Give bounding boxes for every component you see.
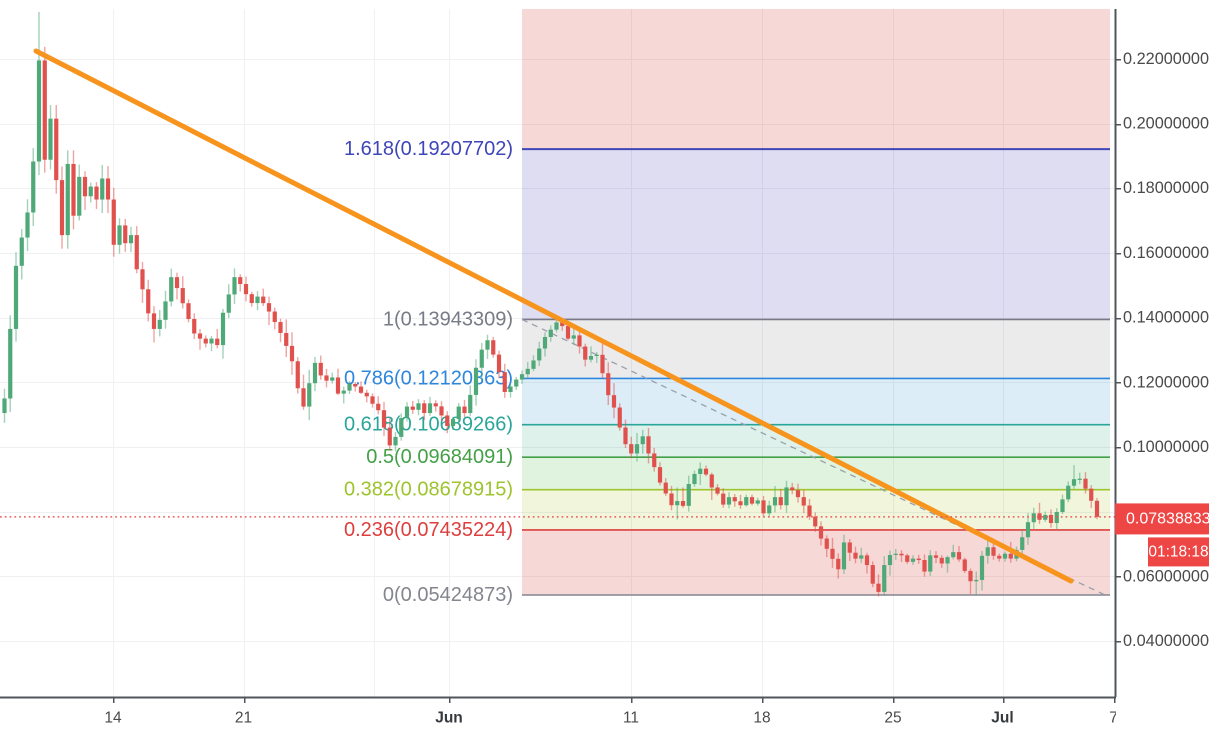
time-axis[interactable]: 14 21 Jun 11 18 25 Jul 7 — [0, 696, 1118, 727]
candles — [2, 11, 1100, 597]
price-axis[interactable]: 0.22000000 0.20000000 0.18000000 0.16000000… — [1114, 9, 1209, 697]
last-price-value: 0.07838833 — [1126, 510, 1211, 527]
svg-text:0.12000000: 0.12000000 — [1123, 373, 1209, 391]
vertical-gridlines — [113, 9, 1004, 697]
svg-text:0.5(0.09684091): 0.5(0.09684091) — [366, 446, 513, 468]
fib-anchor-dashed-line — [521, 318, 1106, 596]
svg-text:7: 7 — [1109, 710, 1118, 727]
trend-line[interactable] — [33, 48, 1074, 584]
svg-text:0.16000000: 0.16000000 — [1123, 244, 1209, 262]
svg-text:11: 11 — [623, 710, 639, 727]
bar-countdown-badge: 01:18:18 — [1148, 537, 1209, 567]
svg-text:21: 21 — [235, 710, 252, 727]
svg-text:0.786(0.12120363): 0.786(0.12120363) — [344, 367, 513, 389]
svg-text:0.20000000: 0.20000000 — [1123, 115, 1209, 133]
svg-text:1(0.13943309): 1(0.13943309) — [383, 308, 513, 330]
svg-text:14: 14 — [104, 710, 122, 727]
svg-text:0.04000000: 0.04000000 — [1123, 632, 1209, 650]
bar-countdown-value: 01:18:18 — [1148, 543, 1208, 560]
svg-text:1.618(0.19207702): 1.618(0.19207702) — [344, 138, 513, 160]
svg-text:25: 25 — [884, 710, 901, 727]
svg-text:0.236(0.07435224): 0.236(0.07435224) — [344, 519, 513, 541]
svg-text:0.10000000: 0.10000000 — [1123, 438, 1209, 456]
svg-text:0.618(0.10689266): 0.618(0.10689266) — [344, 414, 513, 436]
fib-zones — [522, 9, 1110, 596]
fib-level-lines — [522, 148, 1110, 596]
svg-text:Jun: Jun — [435, 710, 463, 727]
svg-text:0.14000000: 0.14000000 — [1123, 309, 1209, 327]
svg-text:0.06000000: 0.06000000 — [1123, 567, 1209, 585]
svg-text:0.18000000: 0.18000000 — [1123, 179, 1209, 197]
last-price-badge: 0.07838833 — [1115, 503, 1211, 535]
svg-text:Jul: Jul — [991, 710, 1013, 727]
svg-text:0.382(0.08678915): 0.382(0.08678915) — [344, 479, 513, 501]
svg-text:0(0.05424873): 0(0.05424873) — [383, 584, 513, 606]
fib-labels: 1.618(0.19207702) 1(0.13943309) 0.786(0.12… — [344, 138, 513, 606]
svg-text:18: 18 — [753, 710, 770, 727]
svg-text:0.22000000: 0.22000000 — [1123, 50, 1209, 68]
